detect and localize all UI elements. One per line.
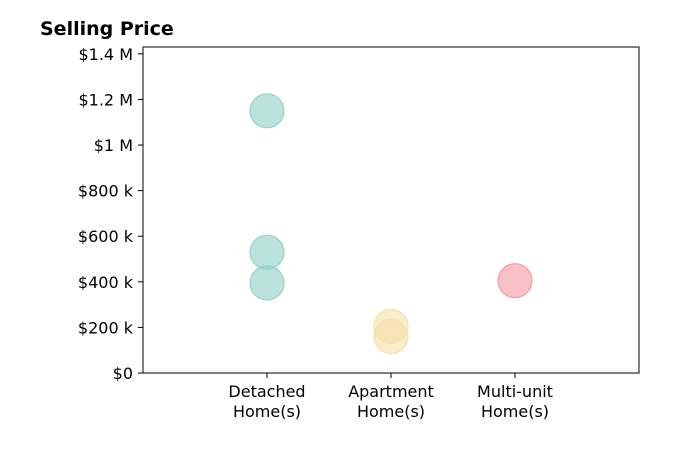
y-tick-label: $600 k xyxy=(78,227,134,246)
data-point xyxy=(249,234,285,270)
data-point xyxy=(497,263,533,299)
data-point xyxy=(249,93,285,129)
chart-title: Selling Price xyxy=(40,18,174,40)
y-tick-label: $1.4 M xyxy=(78,45,133,64)
data-point xyxy=(373,318,409,355)
y-tick-label: $1.2 M xyxy=(78,90,133,109)
x-tick-label: Multi-unit Home(s) xyxy=(477,382,553,421)
y-tick-label: $400 k xyxy=(78,273,134,292)
y-tick-label: $1 M xyxy=(94,136,133,155)
y-tick-label: $200 k xyxy=(78,318,134,337)
y-tick-label: $0 xyxy=(113,364,133,383)
x-tick-label: Apartment Home(s) xyxy=(348,382,434,421)
x-tick-label: Detached Home(s) xyxy=(228,382,305,421)
data-point xyxy=(249,265,285,301)
y-tick-label: $800 k xyxy=(78,182,134,201)
